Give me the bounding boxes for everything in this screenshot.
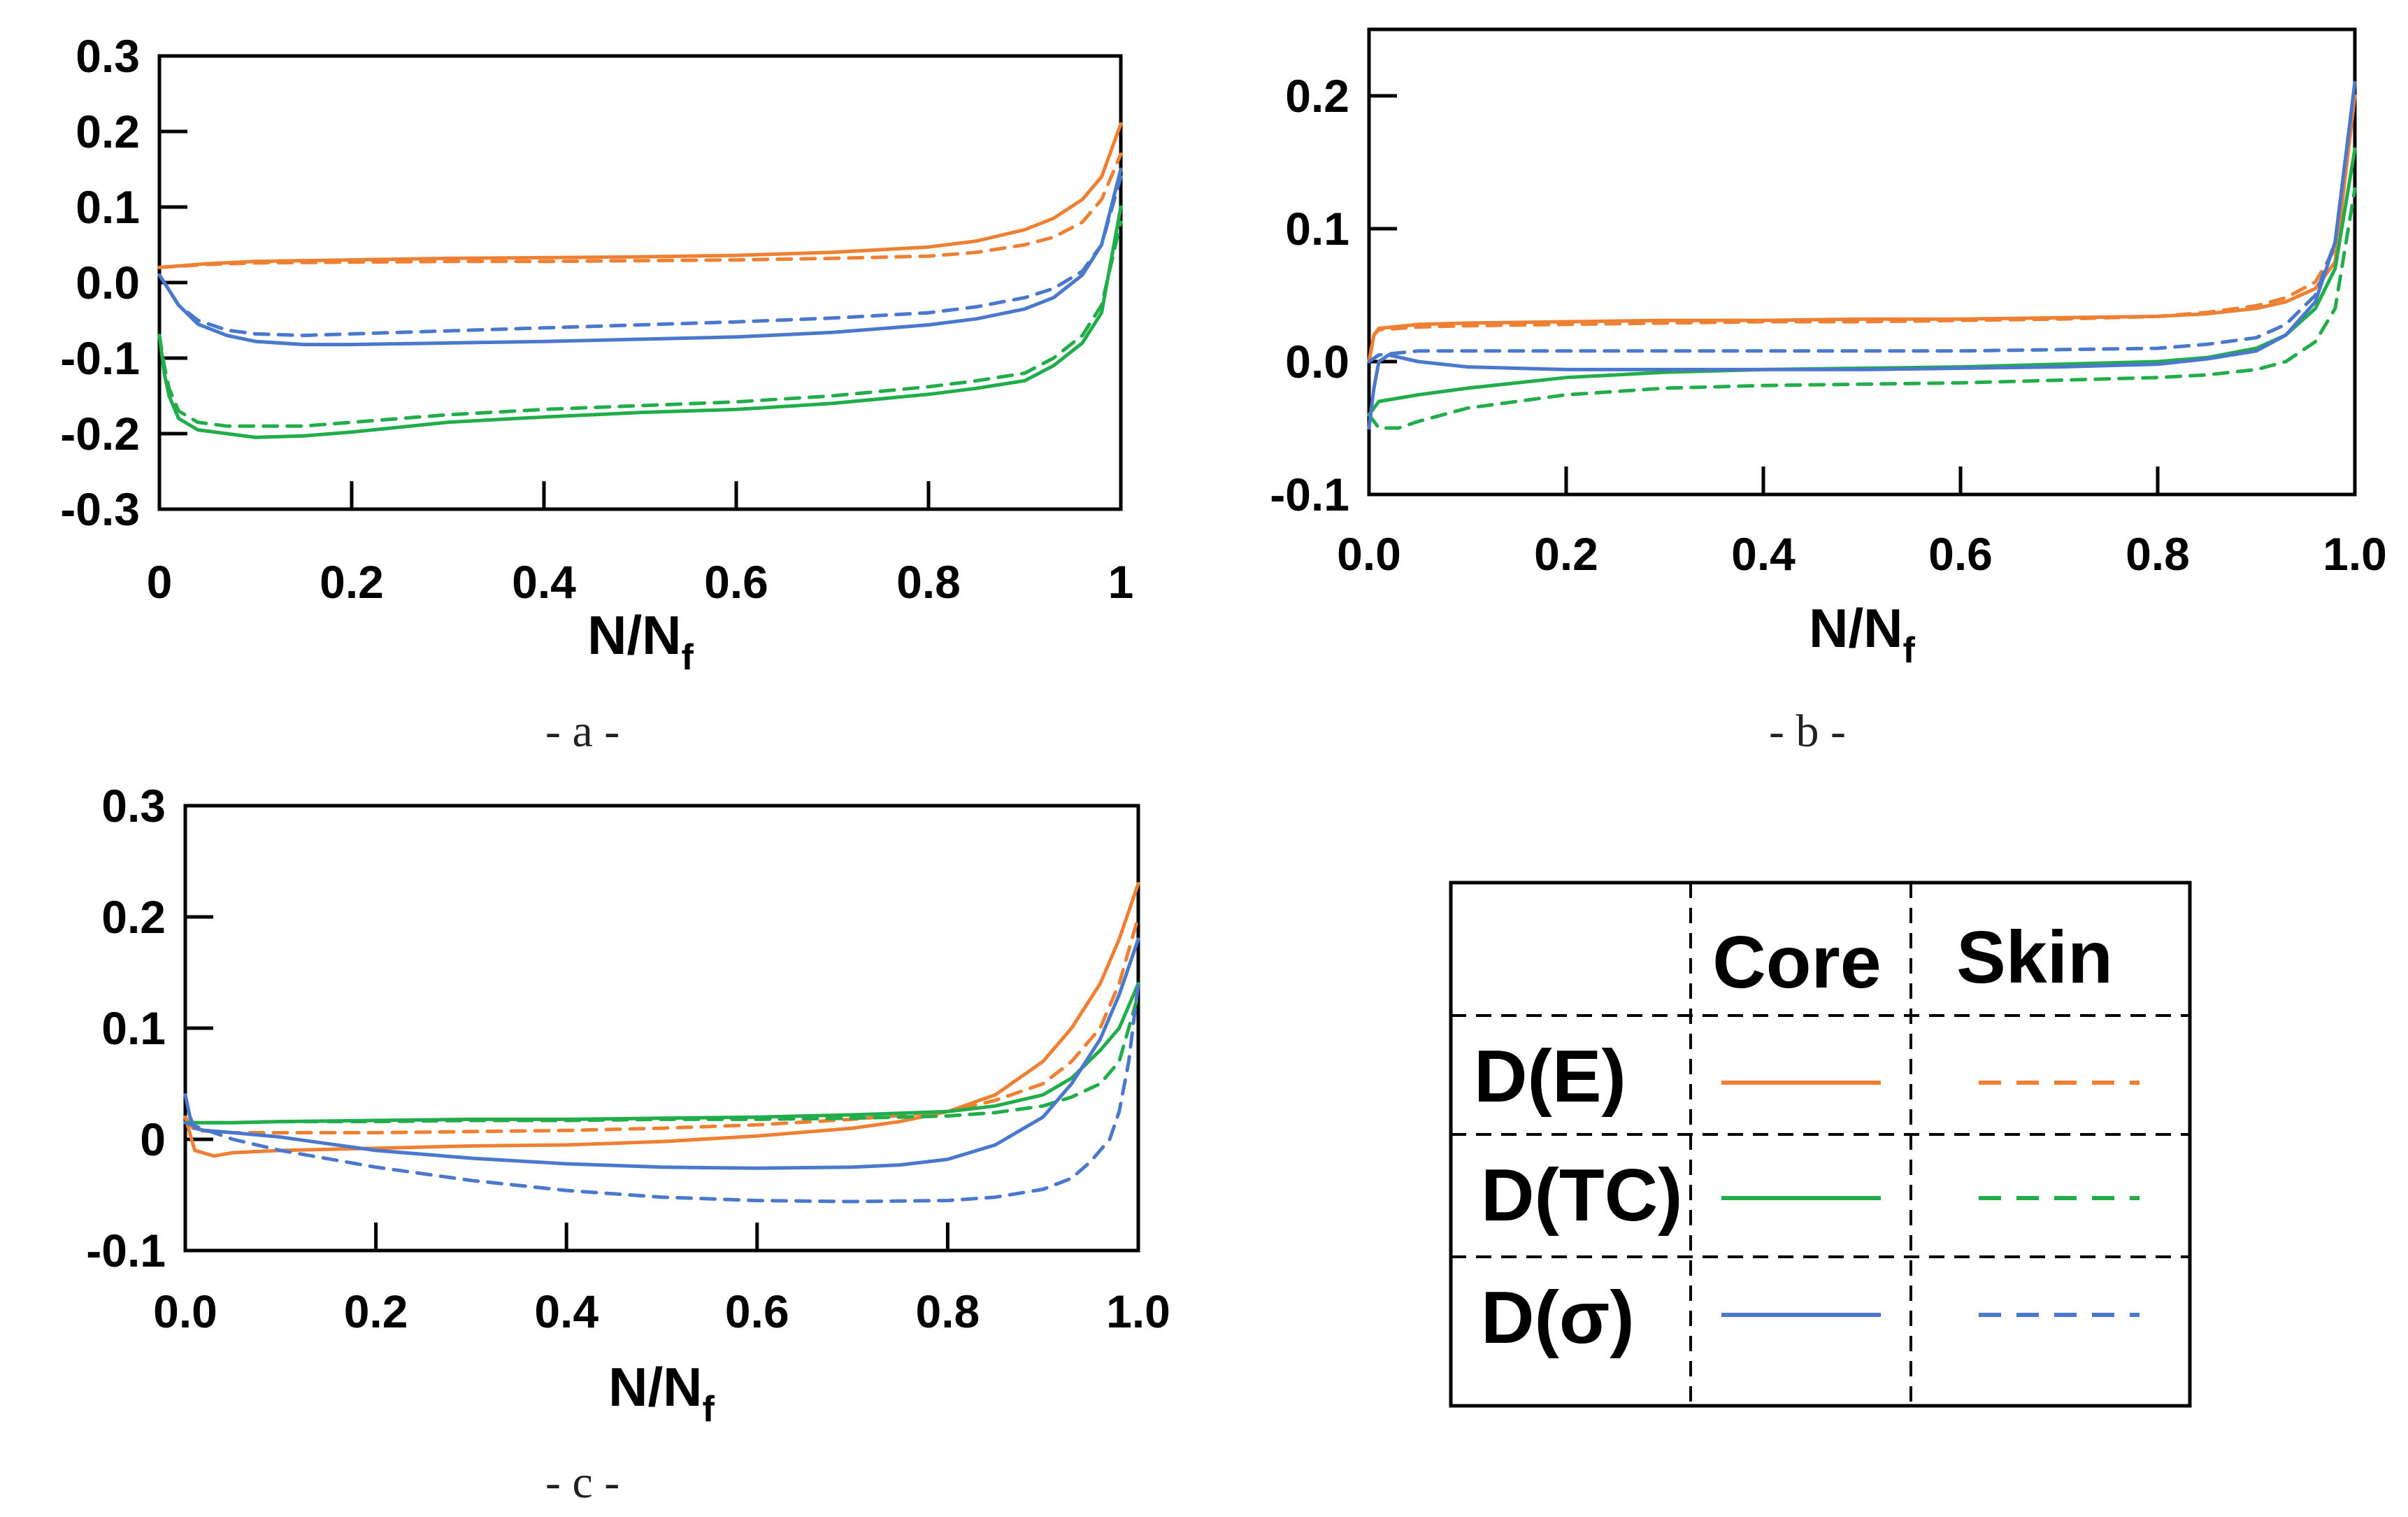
x-tick-label: 0 [147,556,173,608]
series-line [1367,80,2357,364]
legend-header-core: Core [1712,921,1882,1004]
series-line [183,981,1140,1204]
chart-c: 0.0 0.2 0.4 0.6 0.8 1.0 -0.1 0 0.1 0.2 0.3 N/Nf [86,780,1170,1430]
series-line [183,992,1140,1125]
series-line [157,205,1123,439]
legend-border [1449,881,2192,1408]
x-tick-label: 1.0 [2323,528,2387,580]
x-tick-label: 0.0 [153,1285,217,1337]
x-tick-label: 0.0 [1337,528,1401,580]
legend-label-dsigma: D(σ) [1481,1276,1635,1359]
series-line [1367,94,2357,364]
x-tick-label: 1.0 [1106,1285,1170,1337]
chart-b: 0.0 0.2 0.4 0.6 0.8 1.0 -0.1 0.0 0.1 0.2 N/Nf [1270,27,2387,671]
x-tick-label: 0.6 [725,1285,789,1337]
series-line [157,220,1123,428]
x-tick-label: 0.8 [896,556,961,608]
series-line [157,167,1123,347]
caption-c: - c - [545,1457,620,1508]
x-tick-label: 0.2 [1534,528,1598,580]
y-tick-label: -0.1 [86,1225,166,1276]
y-tick-label: 0.3 [101,780,166,832]
y-tick-label: -0.2 [60,408,140,460]
x-axis-label: N/Nf [608,1356,715,1430]
legend-header-skin: Skin [1956,916,2113,999]
x-tick-label: 0.2 [320,556,384,608]
plot-frame [183,804,1140,1253]
series-line [183,915,1140,1134]
x-tick-label: 0.4 [534,1285,599,1337]
x-tick-label: 0.4 [1731,528,1796,580]
y-tick-label: 0.2 [101,891,166,943]
y-tick-label: -0.1 [60,332,140,384]
plot-frame [157,54,1123,511]
series-line [1367,80,2357,430]
series-line [1367,187,2357,430]
y-tick-label: 0.1 [76,181,140,233]
y-tick-label: -0.1 [1270,469,1349,520]
y-tick-label: 0.3 [76,30,140,82]
plot-frame [1367,27,2357,497]
series-line [157,122,1123,269]
legend-label-dtc: D(TC) [1481,1154,1682,1237]
x-tick-label: 0.6 [704,556,768,608]
y-tick-label: 0.1 [101,1002,166,1054]
y-tick-label: 0.1 [1285,203,1349,255]
series-line [183,881,1140,1158]
x-tick-label: 0.4 [512,556,576,608]
caption-b: - b - [1769,706,1846,757]
chart-a: 0 0.2 0.4 0.6 0.8 1 -0.3 -0.2 -0.1 0.0 0.1 0.2 0.3 N/… [60,30,1133,678]
legend-label-de: D(E) [1474,1035,1626,1118]
x-tick-label: 0.2 [344,1285,408,1337]
y-tick-label: 0.0 [76,257,140,308]
y-tick-label: 0.2 [1285,70,1349,122]
x-tick-label: 0.6 [1928,528,1993,580]
y-tick-label: 0 [140,1113,166,1165]
y-tick-label: 0.2 [76,106,140,157]
x-tick-label: 0.8 [916,1285,980,1337]
series-line [1367,147,2357,417]
y-tick-label: 0.0 [1285,336,1349,387]
series-line [157,152,1123,269]
series-line [157,175,1123,338]
caption-a: - a - [545,706,620,757]
y-tick-label: -0.3 [60,483,140,535]
x-axis-label: N/Nf [1809,597,1915,671]
x-tick-label: 0.8 [2126,528,2190,580]
x-axis-label: N/Nf [587,604,694,678]
x-tick-label: 1 [1108,556,1134,608]
legend-table: Core Skin D(E) D(TC) D(σ) [1449,881,2192,1408]
